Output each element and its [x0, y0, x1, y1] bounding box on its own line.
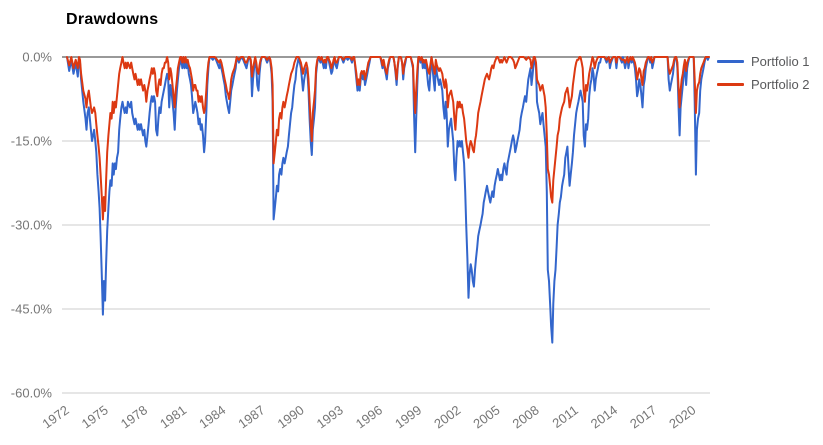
- y-tick-label: 0.0%: [22, 50, 52, 65]
- series-line-portfolio-1: [66, 56, 710, 344]
- series-line-portfolio-2: [66, 56, 710, 221]
- x-tick-label: 2002: [431, 402, 463, 431]
- x-tick-label: 2008: [510, 402, 542, 431]
- x-tick-label: 2011: [549, 402, 580, 431]
- x-tick-label: 1993: [314, 402, 346, 431]
- x-tick-label: 1999: [392, 402, 424, 431]
- x-tick-label: 1975: [79, 402, 111, 431]
- x-tick-label: 1990: [275, 402, 307, 431]
- legend-label: Portfolio 1: [751, 54, 810, 69]
- x-tick-label: 2014: [588, 402, 620, 431]
- x-tick-label: 2020: [666, 402, 698, 431]
- x-tick-label: 1984: [196, 402, 228, 431]
- x-tick-label: 2005: [470, 402, 502, 431]
- legend-label: Portfolio 2: [751, 77, 810, 92]
- legend-item-portfolio-1: Portfolio 1: [717, 53, 810, 70]
- chart-title: Drawdowns: [66, 11, 159, 28]
- x-tick-label: 1981: [157, 402, 189, 431]
- x-tick-label: 1972: [40, 402, 72, 431]
- chart-legend: Portfolio 1 Portfolio 2: [717, 53, 810, 99]
- x-tick-label: 2017: [627, 402, 659, 431]
- x-tick-label: 1987: [235, 402, 267, 431]
- x-tick-label: 1996: [353, 402, 385, 431]
- y-tick-label: -15.0%: [11, 134, 53, 149]
- legend-line-icon: [717, 83, 744, 86]
- x-tick-label: 1978: [118, 402, 150, 431]
- y-tick-label: -60.0%: [11, 386, 53, 401]
- legend-item-portfolio-2: Portfolio 2: [717, 76, 810, 93]
- legend-line-icon: [717, 60, 744, 63]
- y-tick-label: -45.0%: [11, 302, 53, 317]
- y-tick-label: -30.0%: [11, 218, 53, 233]
